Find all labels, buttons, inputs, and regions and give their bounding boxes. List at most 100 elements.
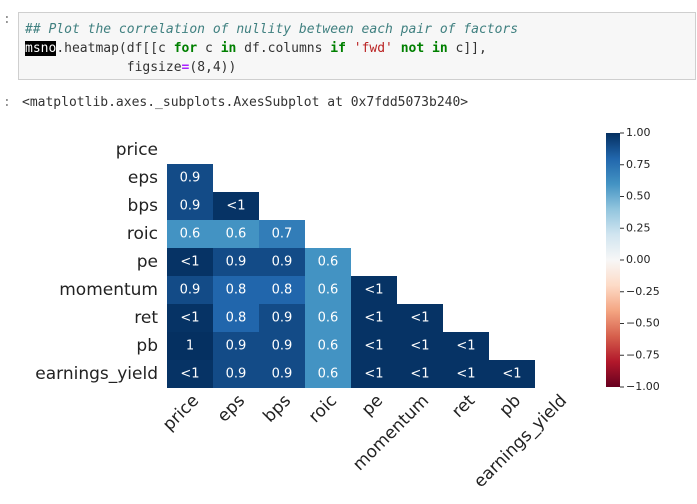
cell-label: 0.8 xyxy=(272,283,293,298)
heat-cell xyxy=(397,304,443,332)
cell-label: <1 xyxy=(364,339,383,354)
heat-cell xyxy=(213,276,259,304)
cell-label: <1 xyxy=(502,367,521,382)
row-label: pe xyxy=(137,252,158,272)
column-label: roic xyxy=(305,391,341,427)
cell-label: <1 xyxy=(364,283,383,298)
cell-label: 0.9 xyxy=(272,339,293,354)
colorbar-tick-label: −1.00 xyxy=(626,380,660,393)
code-token: 'fwd' xyxy=(353,41,393,56)
heat-cell xyxy=(167,360,213,388)
cell-label: 0.9 xyxy=(226,367,247,382)
cell-label: 0.6 xyxy=(318,367,339,382)
code-token: c]], xyxy=(447,41,487,56)
heat-cell xyxy=(213,192,259,220)
heat-cell xyxy=(351,360,397,388)
colorbar-tick-label: 0.75 xyxy=(626,158,651,171)
cell-label: 0.9 xyxy=(226,255,247,270)
heat-cell xyxy=(167,332,213,360)
cell-label: 0.7 xyxy=(272,227,293,242)
row-label: earnings_yield xyxy=(35,364,158,384)
output-text: <matplotlib.axes._subplots.AxesSubplot a… xyxy=(22,95,469,110)
heat-cell xyxy=(213,304,259,332)
code-token: msno xyxy=(25,41,57,56)
code-line: ## Plot the correlation of nullity betwe… xyxy=(25,20,518,39)
cell-label: 1 xyxy=(186,339,194,354)
column-label: eps xyxy=(214,391,250,427)
cell-label: 0.9 xyxy=(180,283,201,298)
colorbar-tick-label: 0.50 xyxy=(626,190,651,203)
cell-label: 0.8 xyxy=(226,311,247,326)
code-line: figsize=(8,4)) xyxy=(25,58,237,77)
colorbar-tick-label: −0.25 xyxy=(626,285,660,298)
row-label: bps xyxy=(128,196,159,216)
cell-label: 0.9 xyxy=(226,339,247,354)
heat-cell xyxy=(443,360,489,388)
column-label: pe xyxy=(358,391,387,420)
output-prompt: : xyxy=(3,95,11,110)
cell-label: <1 xyxy=(180,311,199,326)
column-label: pb xyxy=(496,391,525,420)
cell-label: <1 xyxy=(410,339,429,354)
column-label: price xyxy=(159,391,203,435)
cell-label: <1 xyxy=(410,367,429,382)
heat-cell xyxy=(489,360,535,388)
heat-cell xyxy=(259,220,305,248)
colorbar-tick-label: 0.25 xyxy=(626,221,651,234)
row-label: pb xyxy=(136,336,158,356)
code-token: for xyxy=(173,41,198,56)
cell-label: 0.9 xyxy=(272,367,293,382)
cell-label: 0.6 xyxy=(180,227,201,242)
cell-label: <1 xyxy=(180,367,199,382)
heat-cell xyxy=(305,332,351,360)
heat-cell xyxy=(167,192,213,220)
heat-cell xyxy=(213,248,259,276)
heat-cell xyxy=(167,304,213,332)
cell-label: 0.8 xyxy=(226,283,247,298)
row-label: price xyxy=(116,140,158,160)
code-token: in xyxy=(220,41,237,56)
code-token: in xyxy=(432,41,448,56)
heat-cell xyxy=(259,360,305,388)
heat-cell xyxy=(351,276,397,304)
colorbar-tick-label: 0.00 xyxy=(626,253,651,266)
cell-label: 0.6 xyxy=(318,255,339,270)
heat-cell xyxy=(443,332,489,360)
column-label: ret xyxy=(448,391,479,422)
heat-cell xyxy=(305,276,351,304)
heat-cell xyxy=(351,304,397,332)
cell-label: <1 xyxy=(456,339,475,354)
heat-cell xyxy=(305,248,351,276)
row-label: ret xyxy=(134,308,158,328)
cell-label: 0.9 xyxy=(272,311,293,326)
row-label: eps xyxy=(128,168,158,188)
cell-label: <1 xyxy=(180,255,199,270)
code-comment: ## Plot the correlation of nullity betwe… xyxy=(25,22,519,37)
heat-cell xyxy=(397,360,443,388)
input-prompt: : xyxy=(3,12,11,27)
code-token: (8,4)) xyxy=(189,60,237,75)
code-token: df.columns xyxy=(236,41,331,56)
heat-cell xyxy=(167,164,213,192)
cell-label: <1 xyxy=(364,367,383,382)
column-label: bps xyxy=(259,391,295,427)
cell-label: <1 xyxy=(226,199,245,214)
cell-label: <1 xyxy=(456,367,475,382)
code-token: figsize xyxy=(25,60,182,75)
heat-cell xyxy=(259,276,305,304)
cell-label: 0.6 xyxy=(318,339,339,354)
colorbar-tick-label: 1.00 xyxy=(626,126,651,139)
cell-label: 0.6 xyxy=(318,311,339,326)
cell-label: 0.9 xyxy=(180,199,201,214)
heat-cell xyxy=(167,248,213,276)
cell-label: <1 xyxy=(410,311,429,326)
cell-label: 0.9 xyxy=(272,255,293,270)
heat-cell xyxy=(305,304,351,332)
code-token: .heatmap(df[[c xyxy=(56,41,174,56)
code-token: = xyxy=(181,60,190,75)
row-label: roic xyxy=(127,224,158,244)
row-label: momentum xyxy=(59,280,158,300)
colorbar-tick-label: −0.75 xyxy=(626,348,660,361)
code-cell[interactable]: ## Plot the correlation of nullity betwe… xyxy=(18,12,696,80)
